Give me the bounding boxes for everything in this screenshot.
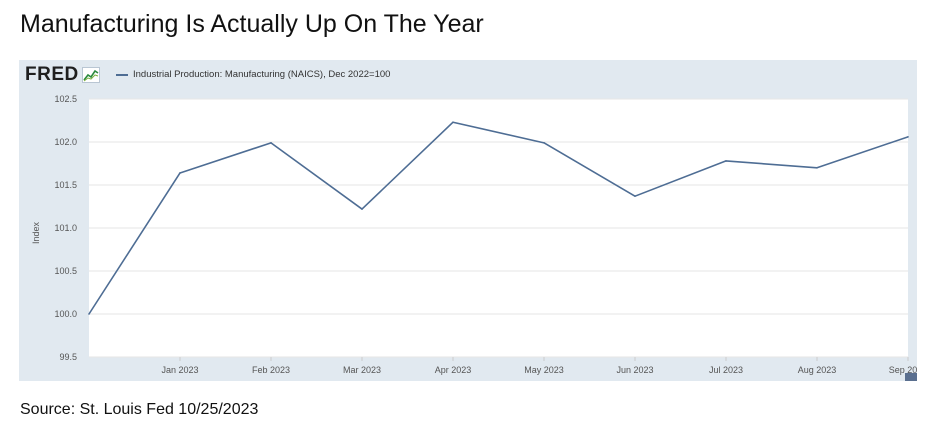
data-point [88, 313, 90, 315]
x-tick-label: Mar 2023 [343, 365, 381, 375]
chart-panel: FRED Industrial Production: Manufacturin… [19, 60, 917, 381]
source-note: Source: St. Louis Fed 10/25/2023 [20, 401, 259, 418]
y-tick-label: 102.5 [54, 94, 77, 104]
data-point [270, 142, 272, 144]
data-point [907, 136, 909, 138]
x-tick-label: Feb 2023 [252, 365, 290, 375]
legend: Industrial Production: Manufacturing (NA… [116, 69, 390, 80]
legend-swatch [116, 73, 128, 76]
page-title: Manufacturing Is Actually Up On The Year [20, 10, 484, 38]
chart-plot: 99.5 100.0 100.5 101.0 101.5 102.0 102.5 Jan 20… [54, 94, 917, 375]
x-tick-label: Apr 2023 [435, 365, 472, 375]
legend-label: Industrial Production: Manufacturing (NA… [133, 69, 391, 80]
data-point [361, 208, 363, 210]
x-tick-label: Jun 2023 [616, 365, 653, 375]
fred-logo[interactable]: FRED [25, 64, 100, 86]
series-line [88, 121, 909, 315]
x-tick-label: Sep 2023 [889, 365, 917, 375]
x-tick-label: Jan 2023 [161, 365, 198, 375]
data-point [452, 121, 454, 124]
data-point [543, 142, 545, 144]
data-point [725, 160, 727, 162]
data-point [634, 195, 636, 197]
range-scroll-handle[interactable] [905, 373, 917, 381]
x-tick-label: May 2023 [524, 365, 564, 375]
y-tick-label: 100.0 [54, 309, 77, 319]
y-tick-label: 100.5 [54, 266, 77, 276]
x-tick-label: Jul 2023 [709, 365, 743, 375]
data-point [816, 167, 818, 169]
x-tick-label: Aug 2023 [798, 365, 837, 375]
y-tick-label: 99.5 [59, 352, 77, 362]
fred-graph-icon [81, 67, 100, 83]
y-tick-label: 101.0 [54, 223, 77, 233]
fred-logo-text: FRED [25, 64, 79, 85]
y-tick-label: 102.0 [54, 137, 77, 147]
y-tick-label: 101.5 [54, 180, 77, 190]
data-point [179, 172, 181, 174]
